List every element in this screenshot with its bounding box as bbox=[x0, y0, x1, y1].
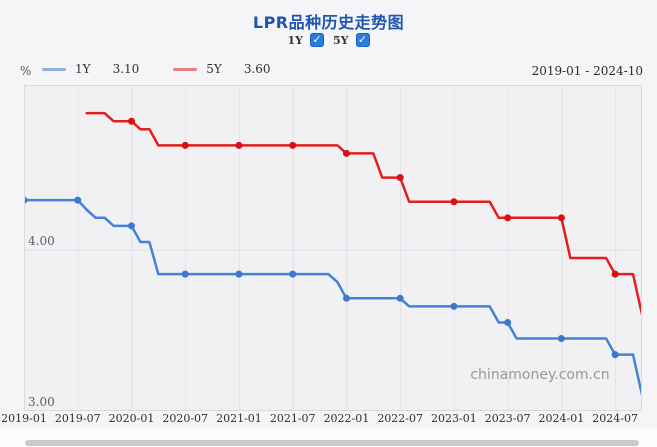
y-axis-unit-label: % bbox=[20, 64, 32, 78]
legend-series-name: 1Y bbox=[75, 62, 91, 76]
data-point-1y[interactable] bbox=[127, 222, 135, 230]
x-tick-label: 2020-07 bbox=[162, 412, 209, 425]
legend-line-swatch bbox=[173, 67, 198, 71]
y-axis-tick-label: 4.00 bbox=[28, 234, 55, 248]
x-tick-label: 2022-01 bbox=[323, 412, 370, 425]
data-point-5y[interactable] bbox=[611, 270, 619, 278]
legend-item-5y: 5Y 3.60 bbox=[173, 62, 271, 76]
data-point-5y[interactable] bbox=[181, 141, 189, 149]
data-point-1y[interactable] bbox=[450, 302, 458, 310]
checkbox-5y[interactable]: ✓ bbox=[355, 33, 370, 47]
x-tick-label: 2020-01 bbox=[108, 412, 155, 425]
watermark: chinamoney.com.cn bbox=[470, 367, 610, 383]
y-axis-tick-label: 3.00 bbox=[28, 395, 55, 409]
data-point-1y[interactable] bbox=[504, 318, 512, 326]
x-tick-label: 2019-01 bbox=[1, 412, 47, 425]
legend-item-1y: 1Y 3.10 bbox=[42, 62, 139, 76]
data-point-5y[interactable] bbox=[504, 214, 512, 222]
plot-border bbox=[24, 85, 642, 411]
data-point-5y[interactable] bbox=[396, 174, 404, 182]
data-point-5y[interactable] bbox=[557, 214, 565, 222]
data-point-1y[interactable] bbox=[342, 294, 350, 302]
x-tick-label: 2019-07 bbox=[54, 412, 101, 425]
toggle-label: 1Y bbox=[287, 33, 303, 47]
data-point-5y[interactable] bbox=[450, 198, 458, 206]
legend-latest-value: 3.60 bbox=[243, 62, 271, 76]
series-toggles: 1Y ✓ 5Y ✓ bbox=[0, 33, 657, 47]
data-point-1y[interactable] bbox=[74, 196, 82, 204]
horizontal-scrollbar-track bbox=[0, 428, 657, 447]
x-tick-label: 2023-07 bbox=[484, 412, 531, 425]
x-tick-label: 2024-07 bbox=[592, 412, 638, 425]
x-tick-label: 2021-01 bbox=[216, 412, 262, 425]
x-tick-label: 2021-07 bbox=[269, 412, 316, 425]
data-point-1y[interactable] bbox=[611, 351, 619, 359]
page-title: LPR品种历史走势图 bbox=[252, 13, 405, 32]
data-point-5y[interactable] bbox=[127, 117, 135, 125]
series-line-1y bbox=[24, 198, 642, 397]
legend-series-name: 5Y bbox=[206, 62, 222, 76]
plot-background bbox=[24, 85, 642, 411]
data-point-5y[interactable] bbox=[235, 141, 243, 149]
data-point-5y[interactable] bbox=[342, 149, 350, 157]
x-tick-label: 2022-07 bbox=[377, 412, 424, 425]
toggle-5y: 5Y ✓ bbox=[333, 33, 370, 47]
x-tick-label: 2024-01 bbox=[538, 412, 585, 425]
legend-line-swatch bbox=[42, 67, 66, 71]
plot-area[interactable]: 4.00 3.00 chinamoney.com.cn bbox=[24, 85, 642, 411]
checkbox-1y[interactable]: ✓ bbox=[310, 33, 324, 47]
data-point-1y[interactable] bbox=[289, 270, 297, 278]
x-tick-label: 2023-01 bbox=[431, 412, 477, 425]
data-point-5y[interactable] bbox=[289, 141, 297, 149]
legend: 1Y 3.10 5Y 3.60 bbox=[42, 62, 305, 76]
data-point-1y[interactable] bbox=[181, 270, 189, 278]
data-point-1y[interactable] bbox=[235, 270, 243, 278]
legend-latest-value: 3.10 bbox=[112, 62, 140, 76]
scrollbar-thumb[interactable] bbox=[25, 440, 639, 446]
toggle-1y: 1Y ✓ bbox=[287, 33, 324, 47]
toggle-label: 5Y bbox=[333, 33, 349, 47]
series-line-5y bbox=[85, 111, 642, 316]
lpr-line-chart: 4.00 3.00 bbox=[24, 85, 642, 411]
date-range-label: 2019-01 - 2024-10 bbox=[531, 64, 643, 78]
data-point-1y[interactable] bbox=[557, 335, 565, 343]
data-point-1y[interactable] bbox=[396, 294, 404, 302]
